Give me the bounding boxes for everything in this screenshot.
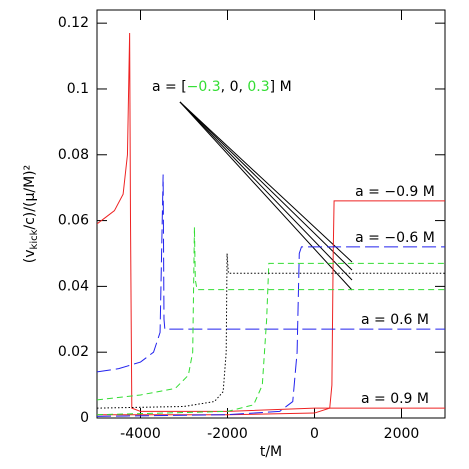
y-tick-label: 0.06 (58, 213, 89, 229)
y-tick-label: 0.08 (58, 147, 89, 163)
series-label: a = −0.6 M (355, 230, 435, 246)
annotation: a = [−0.3, 0, 0.3] M (152, 79, 292, 95)
y-tick-label: 0.1 (67, 81, 89, 97)
x-tick-label: 2000 (384, 426, 420, 442)
series-line (97, 253, 445, 409)
y-tick-label: 0.04 (58, 278, 89, 294)
x-tick-label: 0 (310, 426, 319, 442)
plot-frame (96, 9, 446, 419)
series-line (97, 174, 445, 373)
series-line (97, 227, 445, 401)
series-label: a = 0.9 M (361, 391, 429, 407)
y-axis-label: (vkick/c)/(μ/M)² (22, 165, 40, 263)
annotation-pointers (179, 101, 353, 291)
y-tick-label: 0 (80, 410, 89, 426)
series-line (97, 262, 445, 416)
y-label-part: /c)/(μ/M)² (22, 165, 38, 230)
series-label: a = 0.6 M (361, 312, 429, 328)
x-tick-label: -4000 (120, 426, 161, 442)
x-axis-label: t/M (260, 444, 282, 460)
y-label-part: (v (22, 249, 38, 263)
series-line (97, 200, 445, 416)
annotation-part: , 0, (221, 79, 248, 95)
series-label: a = −0.9 M (355, 184, 435, 200)
annotation-part: ] M (270, 79, 292, 95)
annotation-part: a = [ (152, 79, 187, 95)
annotation-part: −0.3 (187, 79, 221, 95)
y-label-sub: kick (29, 229, 40, 249)
y-tick-label: 0.02 (58, 344, 89, 360)
x-tick-label: -2000 (207, 426, 248, 442)
series-line (97, 246, 445, 417)
y-tick-label: 0.12 (58, 15, 89, 31)
series-line (97, 33, 445, 412)
annotation-part: 0.3 (247, 79, 269, 95)
